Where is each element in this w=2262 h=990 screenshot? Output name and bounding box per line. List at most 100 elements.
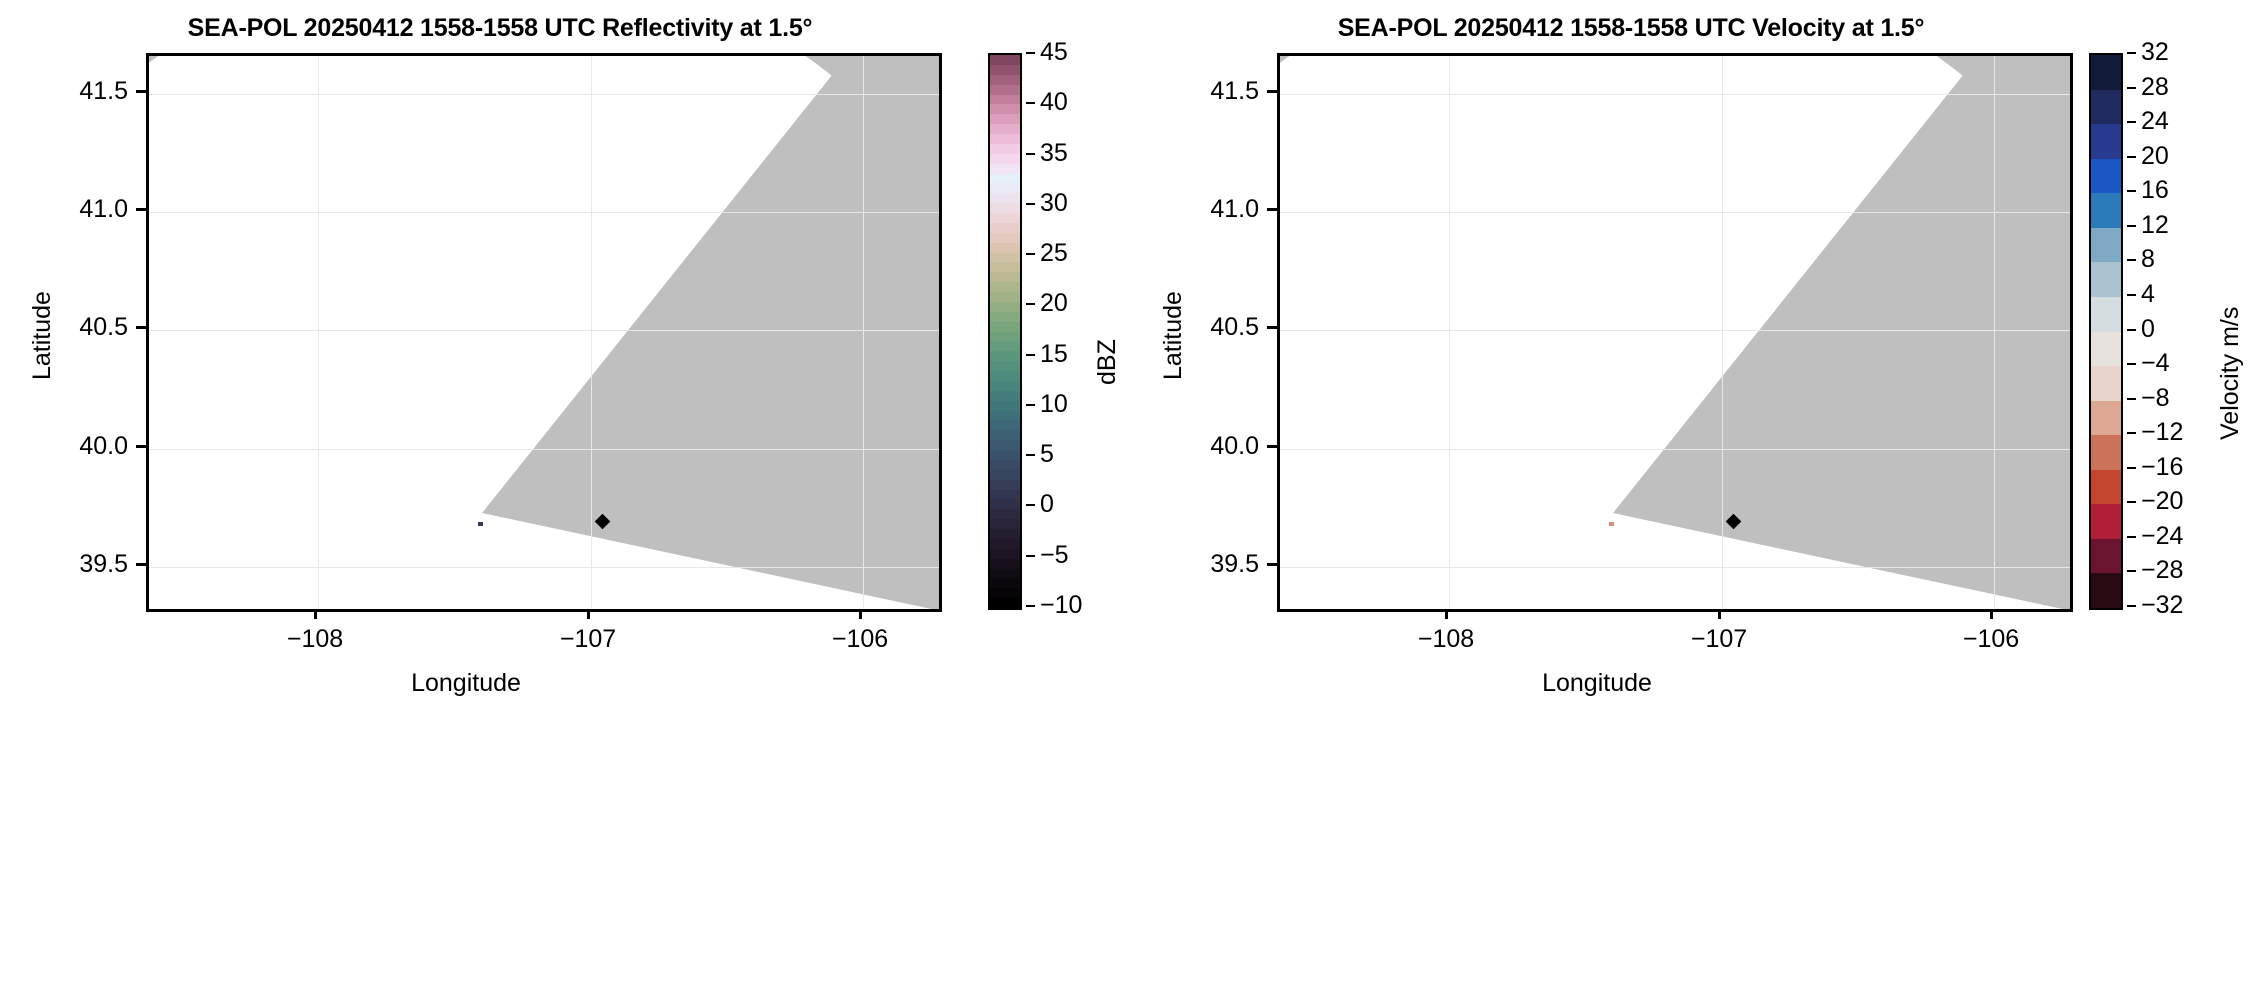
colorbar-ticklabel: 20: [2141, 141, 2169, 170]
tick-lat-41.0: [1267, 208, 1277, 211]
tick-lon-106: [1990, 609, 1993, 619]
colorbar-segment: [2091, 89, 2121, 125]
ticklabel-lon-106: −106: [831, 625, 889, 653]
tick-lat-40.5: [1267, 326, 1277, 329]
colorbar-tick: [1026, 253, 1035, 256]
colorbar-segment: [990, 173, 1020, 184]
colorbar-ticklabel: 45: [1040, 38, 1068, 66]
colorbar-segment: [990, 282, 1020, 292]
gridline-lon-108: [1449, 56, 1450, 609]
colorbar-ticklabel: 8: [2141, 245, 2155, 274]
colorbar-ticklabel: −28: [2141, 556, 2184, 585]
ticklabel-lon-108: −108: [1417, 625, 1475, 653]
gridline-lat-40.5: [149, 330, 939, 331]
panel-velocity: SEA-POL 20250412 1558-1558 UTC Velocity …: [1131, 0, 2262, 990]
tick-lon-107: [1718, 609, 1721, 619]
colorbar-segment: [990, 124, 1020, 134]
colorbar-segment: [990, 588, 1020, 599]
gridline-lat-39.5: [149, 567, 939, 568]
ticklabel-lon-107: −107: [1690, 625, 1748, 653]
ticklabel-lat-39.5: 39.5: [79, 550, 128, 578]
colorbar-tick: [2127, 86, 2136, 89]
gridline-lon-108: [318, 56, 319, 609]
tick-lat-41.0: [136, 208, 146, 211]
colorbar-ticklabel: 40: [1040, 88, 1068, 117]
ticklabel-lat-40.5: 40.5: [1210, 313, 1259, 341]
colorbar-tick: [1026, 554, 1035, 557]
colorbar-tick: [1026, 202, 1035, 205]
ticklabel-lat-41.0: 41.0: [1210, 195, 1259, 223]
plot-area-reflectivity: [146, 53, 942, 612]
axis-label-latitude: Latitude: [28, 291, 56, 380]
colorbar-ticklabel: 25: [1040, 239, 1068, 268]
colorbar-segment: [2091, 469, 2121, 505]
colorbar-tick: [1026, 353, 1035, 356]
gridline-lat-40.0: [1280, 449, 2070, 450]
colorbar-segment: [990, 568, 1020, 579]
gridline-lat-41.5: [1280, 94, 2070, 95]
colorbar-segment: [990, 94, 1020, 105]
tick-lon-106: [859, 609, 862, 619]
tick-lat-40.5: [136, 326, 146, 329]
colorbar-ticklabel: 0: [1040, 490, 1054, 519]
colorbar-velocity: [2089, 53, 2123, 610]
colorbar-segment: [990, 371, 1020, 381]
colorbar-segment: [2091, 193, 2121, 228]
colorbar-segment: [2091, 504, 2121, 539]
colorbar-tick: [2127, 570, 2136, 573]
colorbar-ticklabel: 0: [2141, 314, 2155, 343]
colorbar-ticklabel: 30: [1040, 188, 1068, 217]
tick-lon-107: [587, 609, 590, 619]
colorbar-segment: [990, 598, 1020, 608]
colorbar-segment: [990, 64, 1020, 75]
echo-speck: [1609, 522, 1614, 526]
colorbar-segment: [2091, 538, 2121, 574]
gridline-lon-106: [863, 56, 864, 609]
missing-data-sector: [482, 56, 939, 609]
colorbar-ticklabel: 35: [1040, 138, 1068, 167]
panel-title-velocity: SEA-POL 20250412 1558-1558 UTC Velocity …: [1337, 14, 1925, 42]
colorbar-segment: [990, 242, 1020, 253]
colorbar-ticklabel: −32: [2141, 591, 2184, 619]
gridline-lon-107: [1722, 56, 1723, 609]
colorbar-segment: [990, 331, 1020, 342]
colorbar-label-velocity: Velocity m/s: [2216, 306, 2244, 440]
colorbar-segment: [990, 509, 1020, 520]
colorbar-ticklabel: −4: [2141, 349, 2170, 378]
colorbar-segment: [990, 479, 1020, 490]
colorbar-segment: [990, 400, 1020, 411]
tick-lat-40.0: [136, 445, 146, 448]
gridline-lat-39.5: [1280, 567, 2070, 568]
ticklabel-lat-39.5: 39.5: [1210, 550, 1259, 578]
ticklabel-lon-108: −108: [286, 625, 344, 653]
colorbar-segment: [990, 143, 1020, 154]
colorbar-tick: [1026, 504, 1035, 507]
colorbar-segment: [2091, 331, 2121, 367]
colorbar-ticklabel: 5: [1040, 440, 1054, 469]
colorbar-segment: [990, 341, 1020, 352]
colorbar-segment: [990, 252, 1020, 263]
colorbar-ticklabel: −12: [2141, 418, 2184, 447]
colorbar-tick: [2127, 363, 2136, 366]
colorbar-segment: [990, 321, 1020, 332]
colorbar-segment: [990, 183, 1020, 194]
gridline-lon-106: [1994, 56, 1995, 609]
colorbar-ticklabel: 24: [2141, 107, 2169, 136]
ticklabel-lon-107: −107: [559, 625, 617, 653]
colorbar-segment: [990, 272, 1020, 283]
colorbar-segment: [2091, 262, 2121, 297]
colorbar-ticklabel: 20: [1040, 289, 1068, 318]
missing-data-sector: [1613, 56, 2070, 609]
ticklabel-lat-41.5: 41.5: [79, 77, 128, 105]
colorbar-segment: [990, 410, 1020, 421]
colorbar-segment: [2091, 124, 2121, 159]
colorbar-tick: [2127, 293, 2136, 296]
colorbar-segment: [990, 262, 1020, 273]
colorbar-label-dbz: dBZ: [1093, 339, 1121, 385]
tick-lat-39.5: [136, 563, 146, 566]
colorbar-segment: [990, 301, 1020, 312]
colorbar-ticklabel: −20: [2141, 487, 2184, 516]
colorbar-segment: [990, 114, 1020, 125]
colorbar-tick: [1026, 605, 1035, 607]
